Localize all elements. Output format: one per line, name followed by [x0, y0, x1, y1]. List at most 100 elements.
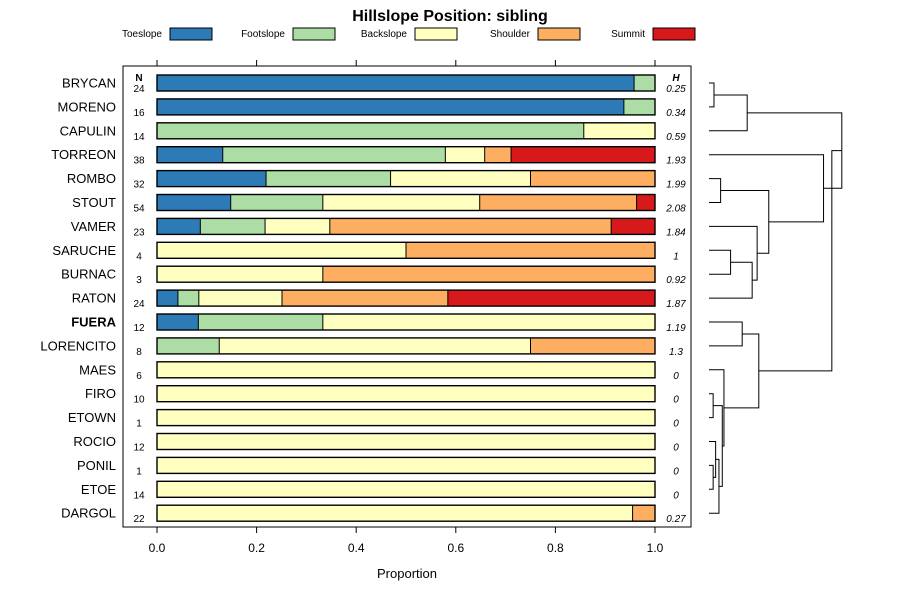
dendrogram-link: [709, 458, 720, 514]
bar-segment-backslope: [157, 457, 655, 474]
h-value: 1: [673, 251, 679, 262]
bar-row-moreno: MORENO 16 0.34: [58, 98, 686, 119]
h-column-header: H: [672, 73, 680, 84]
bar-row-stout: STOUT 54 2.08: [72, 193, 686, 215]
bar-segment-toeslope: [157, 98, 624, 115]
h-value: 0.59: [666, 132, 686, 143]
bar-segment-backslope: [322, 314, 655, 330]
legend-label-shoulder: Shoulder: [490, 29, 531, 40]
n-column-header: N: [135, 73, 142, 84]
legend: Toeslope Footslope Backslope Shoulder Summit: [122, 27, 696, 41]
bar-row-brycan: BRYCAN 24 0.25: [62, 74, 686, 95]
category-label: LORENCITO: [40, 338, 116, 353]
bar-segment-backslope: [157, 433, 655, 450]
category-label: TORREON: [51, 147, 116, 162]
n-value: 14: [133, 132, 145, 143]
bar-segment-backslope: [157, 266, 323, 283]
legend-swatch-summit: [652, 27, 696, 41]
n-value: 14: [133, 490, 145, 501]
n-value: 16: [133, 108, 145, 119]
category-label: FUERA: [71, 315, 116, 330]
n-value: 10: [133, 395, 145, 406]
bar-segment-footslope: [157, 337, 220, 354]
h-value: 1.3: [669, 347, 683, 358]
legend-label-summit: Summit: [611, 29, 645, 40]
bar-segment-toeslope: [157, 146, 223, 163]
bar-segment-footslope: [222, 146, 446, 163]
bar-outline: [156, 456, 656, 475]
bar-segment-shoulder: [406, 242, 655, 259]
bar-outline: [156, 122, 656, 140]
legend-swatch-backslope: [414, 27, 458, 41]
bar-segment-backslope: [219, 337, 531, 354]
bar-segment-summit: [447, 290, 656, 307]
bar-segment-backslope: [157, 505, 633, 522]
dendrogram-link: [709, 321, 743, 347]
dendrogram-link: [713, 405, 723, 487]
dendrogram-link: [709, 82, 715, 108]
bar-segment-toeslope: [157, 170, 267, 187]
bar-segment-backslope: [265, 218, 330, 235]
n-value: 22: [133, 514, 145, 525]
h-value: 0.34: [666, 108, 686, 119]
bar-row-firo: FIRO 10 0: [85, 385, 679, 406]
n-value: 24: [133, 299, 145, 310]
bar-segment-summit: [511, 146, 655, 163]
bar-row-lorencito: LORENCITO 8 1.3: [40, 337, 683, 358]
bar-segment-backslope: [198, 290, 282, 307]
n-value: 12: [133, 323, 145, 334]
axes: 0.0 0.2 0.4 0.6 0.8 1.0: [149, 60, 664, 555]
bar-row-ponil: PONIL 1 0: [77, 456, 679, 477]
n-value: 6: [136, 371, 142, 382]
bar-outline: [156, 193, 656, 212]
category-label: ETOWN: [68, 410, 116, 425]
n-value: 1: [136, 466, 142, 477]
bar-segment-toeslope: [157, 75, 635, 91]
dendrogram-link: [758, 150, 842, 372]
bar-segment-footslope: [634, 75, 655, 91]
bar-outline: [156, 217, 656, 236]
category-label: STOUT: [72, 195, 116, 210]
h-value: 2.08: [665, 204, 686, 215]
bar-segment-backslope: [583, 122, 655, 139]
bar-row-burnac: BURNAC 3 0.92: [61, 265, 686, 286]
category-label: FIRO: [85, 386, 116, 401]
bar-outline: [156, 361, 656, 379]
bar-outline: [156, 504, 656, 522]
n-value: 8: [136, 347, 142, 358]
category-label: ROCIO: [73, 434, 116, 449]
category-label: VAMER: [71, 219, 116, 234]
bar-segment-backslope: [390, 170, 531, 187]
h-value: 0: [673, 371, 679, 382]
category-label: BRYCAN: [62, 76, 116, 91]
h-value: 0: [673, 443, 679, 454]
h-value: 0: [673, 466, 679, 477]
bar-segment-shoulder: [530, 337, 655, 354]
h-value: 0.27: [666, 514, 686, 525]
bar-segment-footslope: [230, 194, 323, 211]
bar-outline: [156, 408, 656, 427]
category-label: BURNAC: [61, 267, 116, 282]
bar-outline: [156, 385, 656, 403]
dendrogram-link: [709, 94, 748, 132]
bar-outline: [156, 169, 656, 188]
bar-segment-shoulder: [484, 146, 512, 163]
bar-segment-toeslope: [157, 218, 201, 235]
bar-outline: [156, 313, 656, 331]
dendrogram-link: [709, 225, 758, 281]
n-value: 12: [133, 443, 145, 454]
bar-segment-footslope: [177, 290, 199, 307]
h-value: 1.19: [666, 323, 686, 334]
x-tick-label: 0.4: [348, 541, 365, 555]
dendrogram-link: [709, 369, 725, 447]
category-label: ETOE: [81, 482, 116, 497]
bar-row-rocio: ROCIO 12 0: [73, 432, 679, 454]
bar-row-raton: RATON 24 1.87: [72, 289, 686, 310]
dendrogram-link: [709, 393, 714, 419]
n-value: 54: [133, 204, 145, 215]
bar-segment-shoulder: [632, 505, 655, 522]
bar-segment-shoulder: [530, 170, 655, 187]
h-value: 0.25: [666, 84, 686, 95]
